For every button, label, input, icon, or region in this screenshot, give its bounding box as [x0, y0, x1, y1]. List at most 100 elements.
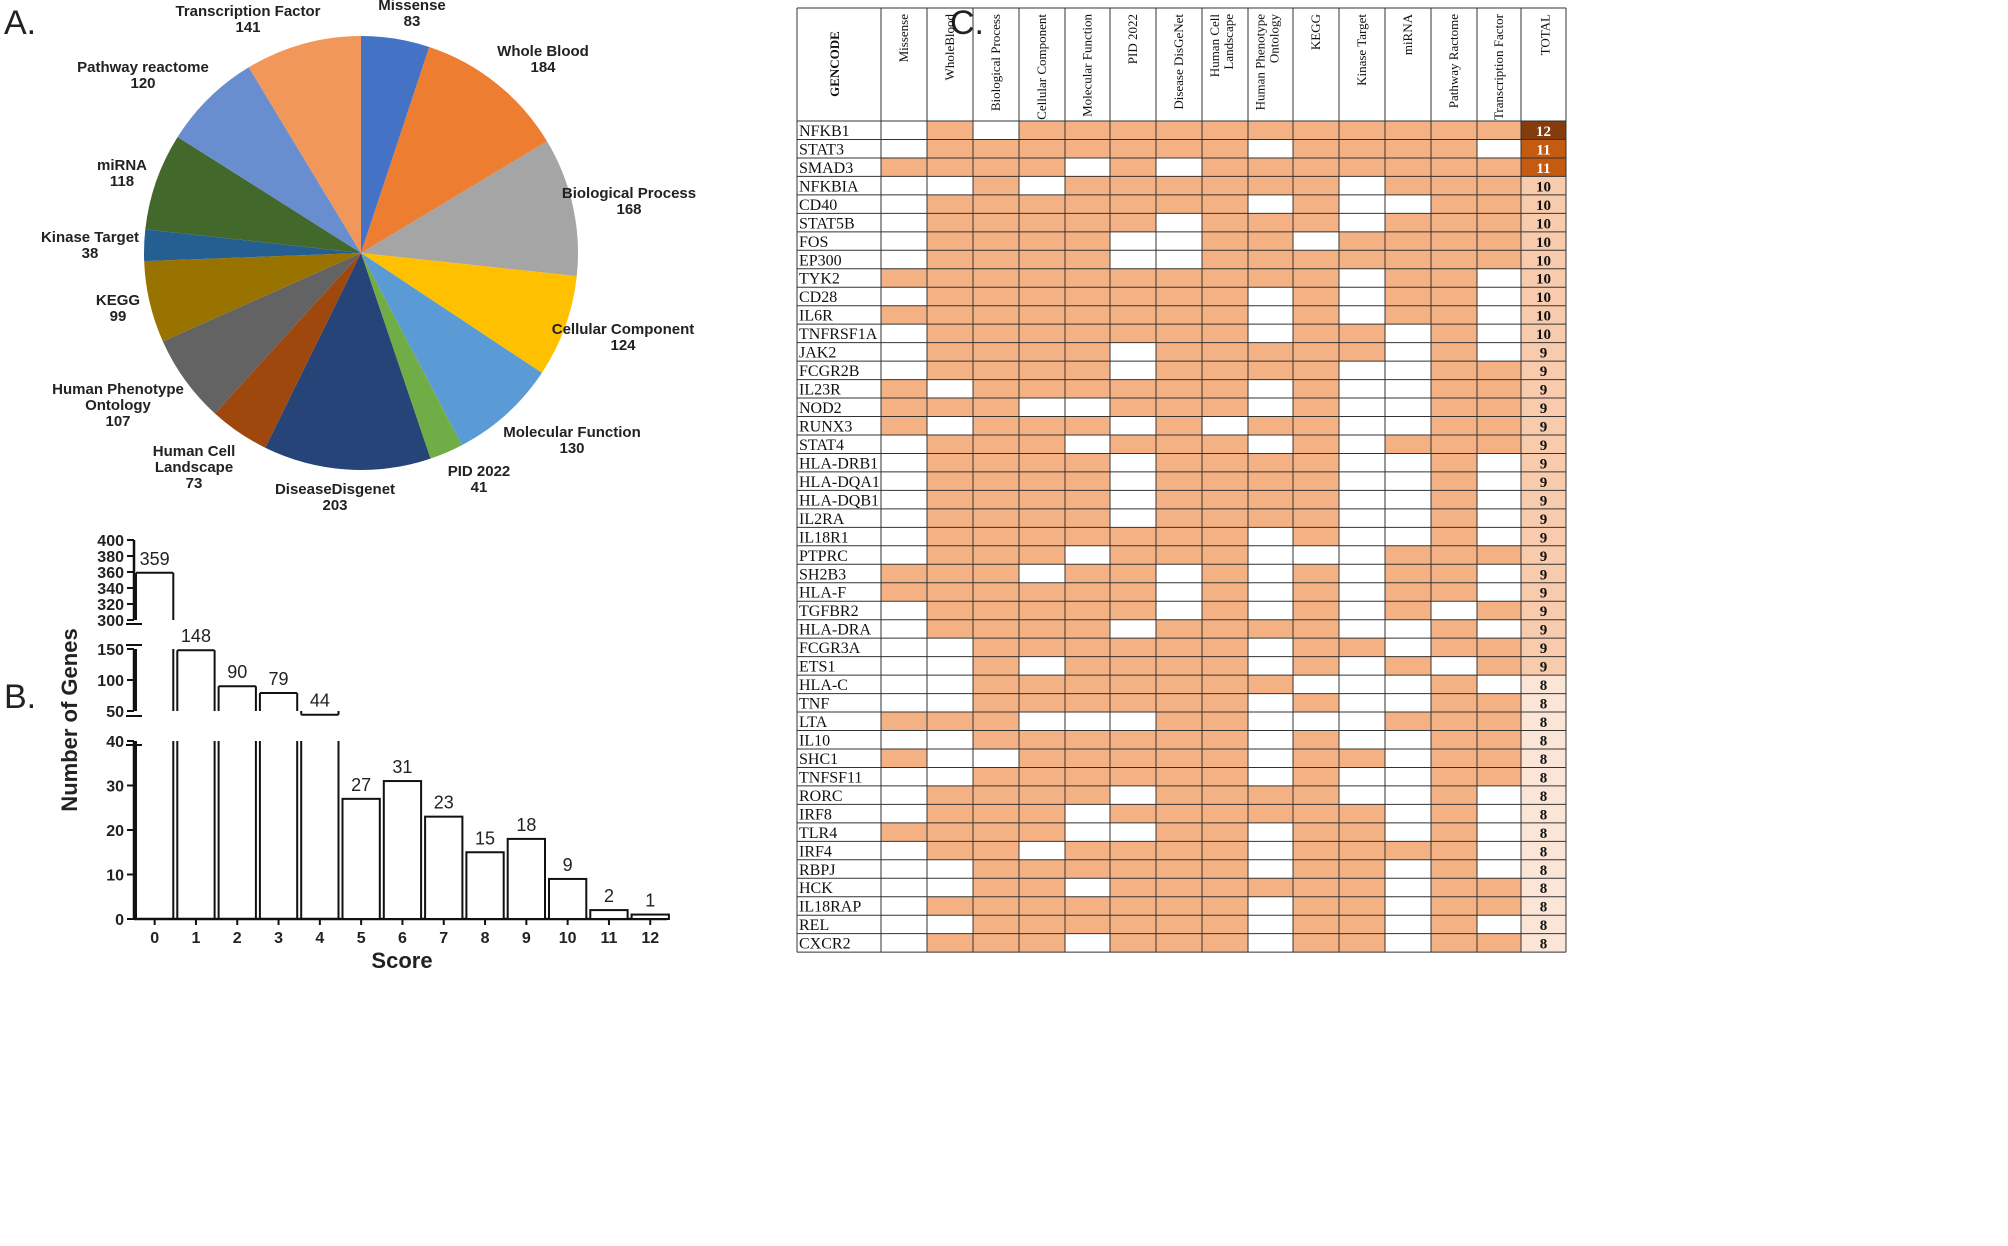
- cell-pathway-ractome-hit: [1431, 121, 1477, 140]
- total-cell: [1521, 878, 1566, 897]
- total-value: 9: [1540, 493, 1548, 509]
- cell-biological-process-hit: [973, 564, 1019, 583]
- cell-wholeblood-hit: [927, 139, 973, 158]
- panel-b-letter: B.: [4, 678, 36, 716]
- table-row: TNFSF11 8: [799, 767, 1566, 786]
- cell-disease-disgenet-hit: [1156, 859, 1202, 879]
- cell-kinase-target-hit: [1339, 342, 1385, 362]
- gene-name: FCGR2B: [799, 363, 859, 380]
- cell-human-cell-landscape-hit: [1202, 324, 1248, 343]
- cell-pid-2022-hit: [1110, 748, 1156, 768]
- cell-kegg-hit: [1293, 268, 1339, 288]
- cell-human-phenotype-ontology-miss: [1248, 305, 1293, 325]
- pie-slice-mirna: [145, 136, 361, 253]
- gene-name: IL10: [799, 732, 830, 749]
- cell-biological-process-hit: [973, 250, 1019, 269]
- cell-disease-disgenet-miss: [1156, 213, 1202, 232]
- y-tick-label: 20: [106, 823, 124, 840]
- gene-name: STAT5B: [799, 215, 855, 232]
- cell-kinase-target-hit: [1339, 933, 1385, 953]
- cell-molecular-function-hit: [1065, 508, 1110, 528]
- cell-biological-process-hit: [973, 656, 1019, 676]
- cell-missense-hit: [881, 582, 927, 602]
- cell-biological-process-hit: [973, 933, 1019, 953]
- cell-cellular-component-miss: [1019, 656, 1065, 676]
- cell-mirna-miss: [1385, 822, 1431, 842]
- cell-disease-disgenet-hit: [1156, 748, 1202, 768]
- cell-cellular-component-hit: [1019, 453, 1065, 472]
- cell-wholeblood-hit: [927, 231, 973, 251]
- total-value: 11: [1536, 161, 1550, 177]
- y-tick-label: 0: [115, 912, 124, 929]
- cell-wholeblood-hit: [927, 287, 973, 306]
- cell-wholeblood-miss: [927, 416, 973, 435]
- cell-pathway-ractome-hit: [1431, 712, 1477, 731]
- bar-rect: [465, 851, 505, 920]
- cell-transcription-factor-miss: [1477, 675, 1521, 694]
- pie-slice-human-cell-landscape: [214, 253, 361, 448]
- cell-biological-process-hit: [973, 490, 1019, 509]
- cell-disease-disgenet-hit: [1156, 176, 1202, 195]
- table-row: TNFRSF1A 10: [799, 324, 1566, 343]
- cell-pid-2022-miss: [1110, 785, 1156, 805]
- total-value: 8: [1540, 678, 1548, 694]
- total-cell: [1521, 601, 1566, 620]
- bar-score-10: [548, 877, 588, 921]
- cell-kinase-target-miss: [1339, 712, 1385, 731]
- cell-human-cell-landscape-hit: [1202, 471, 1248, 491]
- cell-pid-2022-hit: [1110, 656, 1156, 676]
- cell-kinase-target-miss: [1339, 213, 1385, 232]
- cell-kegg-hit: [1293, 730, 1339, 749]
- cell-pathway-ractome-hit: [1431, 730, 1477, 749]
- cell-wholeblood-hit: [927, 157, 973, 177]
- cell-wholeblood-hit: [927, 785, 973, 805]
- gene-name: IL2RA: [799, 511, 845, 528]
- cell-human-cell-landscape-hit: [1202, 527, 1248, 546]
- cell-human-cell-landscape-hit: [1202, 785, 1248, 805]
- cell-disease-disgenet-hit: [1156, 545, 1202, 565]
- cell-biological-process-hit: [973, 453, 1019, 472]
- cell-disease-disgenet-miss: [1156, 250, 1202, 269]
- cell-human-phenotype-ontology-miss: [1248, 139, 1293, 158]
- table-row: IL6R 10: [799, 305, 1566, 325]
- cell-human-phenotype-ontology-hit: [1248, 471, 1293, 491]
- cell-human-phenotype-ontology-hit: [1248, 361, 1293, 380]
- bar-rect: [341, 797, 381, 920]
- cell-molecular-function-hit: [1065, 638, 1110, 657]
- cell-wholeblood-hit: [927, 601, 973, 620]
- cell-disease-disgenet-hit: [1156, 490, 1202, 509]
- cell-molecular-function-hit: [1065, 841, 1110, 860]
- cell-pathway-ractome-hit: [1431, 398, 1477, 417]
- bar-value-label: 359: [140, 549, 170, 569]
- total-value: 10: [1536, 327, 1551, 343]
- total-cell: [1521, 859, 1566, 879]
- table-row: RUNX3 9: [799, 416, 1566, 435]
- total-value: 9: [1540, 346, 1548, 362]
- cell-disease-disgenet-miss: [1156, 157, 1202, 177]
- cell-pathway-ractome-hit: [1431, 804, 1477, 823]
- cell-pathway-ractome-hit: [1431, 434, 1477, 454]
- cell-molecular-function-hit: [1065, 139, 1110, 158]
- x-tick-label: 7: [439, 930, 448, 947]
- cell-kegg-hit: [1293, 139, 1339, 158]
- cell-cellular-component-hit: [1019, 582, 1065, 602]
- total-value: 9: [1540, 660, 1548, 676]
- header-kegg: KEGG: [1308, 14, 1323, 50]
- cell-disease-disgenet-hit: [1156, 508, 1202, 528]
- bar-score-3: [258, 692, 299, 919]
- total-cell: [1521, 471, 1566, 491]
- header-human-phenotype-ontology: Human PhenotypeOntology: [1253, 14, 1282, 111]
- cell-transcription-factor-miss: [1477, 471, 1521, 491]
- cell-human-cell-landscape-hit: [1202, 268, 1248, 288]
- cell-mirna-hit: [1385, 139, 1431, 158]
- cell-disease-disgenet-hit: [1156, 730, 1202, 749]
- cell-cellular-component-hit: [1019, 878, 1065, 897]
- cell-human-phenotype-ontology-hit: [1248, 342, 1293, 362]
- gene-name: IRF8: [799, 806, 832, 823]
- cell-molecular-function-miss: [1065, 878, 1110, 897]
- cell-kinase-target-hit: [1339, 915, 1385, 934]
- cell-wholeblood-miss: [927, 878, 973, 897]
- total-cell: [1521, 712, 1566, 731]
- cell-kegg-hit: [1293, 213, 1339, 232]
